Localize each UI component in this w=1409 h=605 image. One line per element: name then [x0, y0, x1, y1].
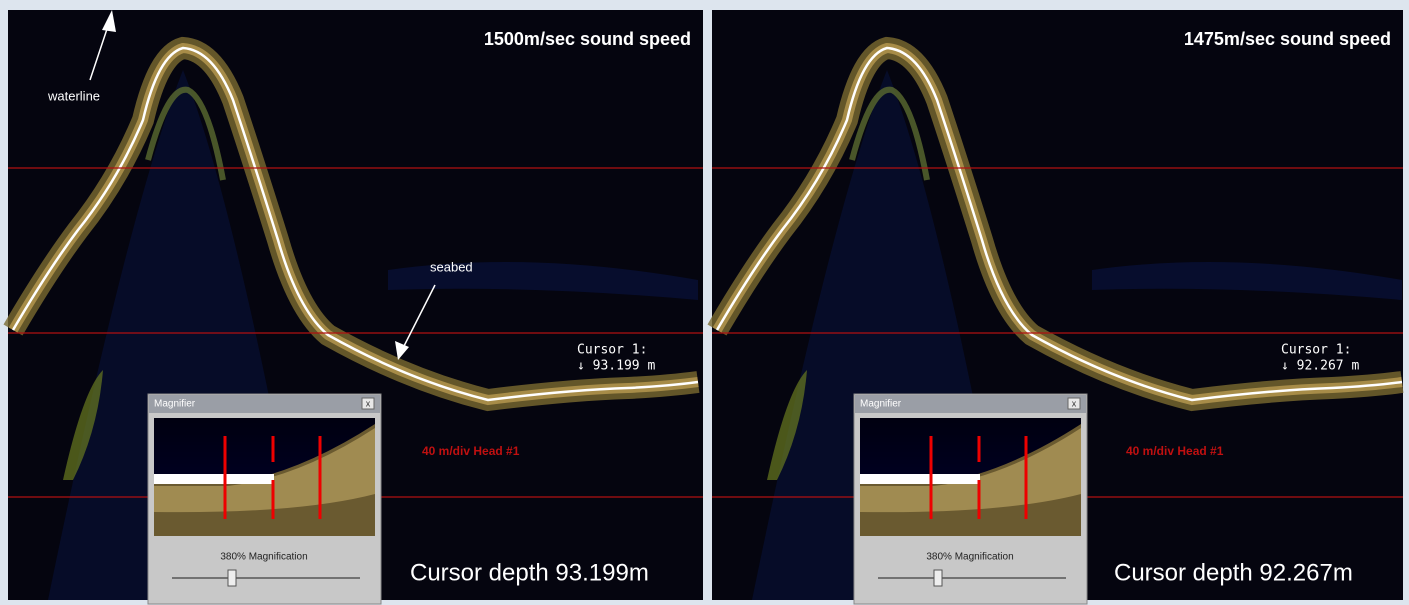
echo-haze: [1092, 262, 1402, 300]
slider-thumb[interactable]: [933, 569, 943, 587]
close-label: x: [1072, 398, 1077, 408]
magnifier-title: Magnifier: [860, 399, 902, 410]
close-button[interactable]: [1067, 397, 1081, 410]
magnification-caption: 380% Magnification: [220, 552, 307, 563]
sonar-panel: 1475m/sec sound speed Cursor 1:↓ 92.267 m…: [707, 10, 1404, 605]
cursor-depth: Cursor depth 93.199m: [410, 559, 649, 586]
title-bar: [149, 395, 380, 413]
cursor-label: Cursor 1:: [1281, 343, 1351, 358]
sonar-panel: 1500m/sec sound speed waterline seabed Curs…: [3, 10, 703, 605]
speed-title: 1475m/sec sound speed: [1184, 29, 1391, 49]
ghost-echo: [849, 86, 930, 181]
arrow-head: [102, 10, 116, 32]
cursor-value: ↓ 92.267 m: [1281, 359, 1359, 374]
close-label: x: [366, 398, 371, 408]
speed-title: 1500m/sec sound speed: [484, 29, 691, 49]
waterline-label: waterline: [47, 88, 100, 103]
slider-thumb[interactable]: [227, 569, 237, 587]
seabed-line: [11, 46, 699, 402]
magnification-caption: 380% Magnification: [926, 552, 1013, 563]
ghost-echo: [63, 370, 103, 480]
echo-haze: [388, 262, 698, 300]
ghost-echo: [767, 370, 807, 480]
title-bar: [855, 395, 1086, 413]
cursor-label: Cursor 1:: [577, 343, 647, 358]
magnifier-window: Magnifier x 380% Magnification: [853, 393, 1088, 605]
scale-label: 40 m/div Head #1: [1126, 444, 1224, 458]
cursor-value: ↓ 93.199 m: [577, 359, 655, 374]
scale-label: 40 m/div Head #1: [422, 444, 520, 458]
close-button[interactable]: [361, 397, 375, 410]
ghost-echo: [145, 86, 226, 181]
magnifier-window: Magnifier x 380% Magnification: [147, 393, 382, 605]
magnified-seabed: [154, 474, 274, 484]
arrow: [402, 284, 436, 349]
seabed-label: seabed: [430, 259, 473, 274]
arrow-head: [395, 341, 409, 360]
seabed-line: [715, 46, 1403, 402]
cursor-depth: Cursor depth 92.267m: [1114, 559, 1353, 586]
magnifier-title: Magnifier: [154, 399, 196, 410]
magnified-seabed: [860, 474, 980, 484]
